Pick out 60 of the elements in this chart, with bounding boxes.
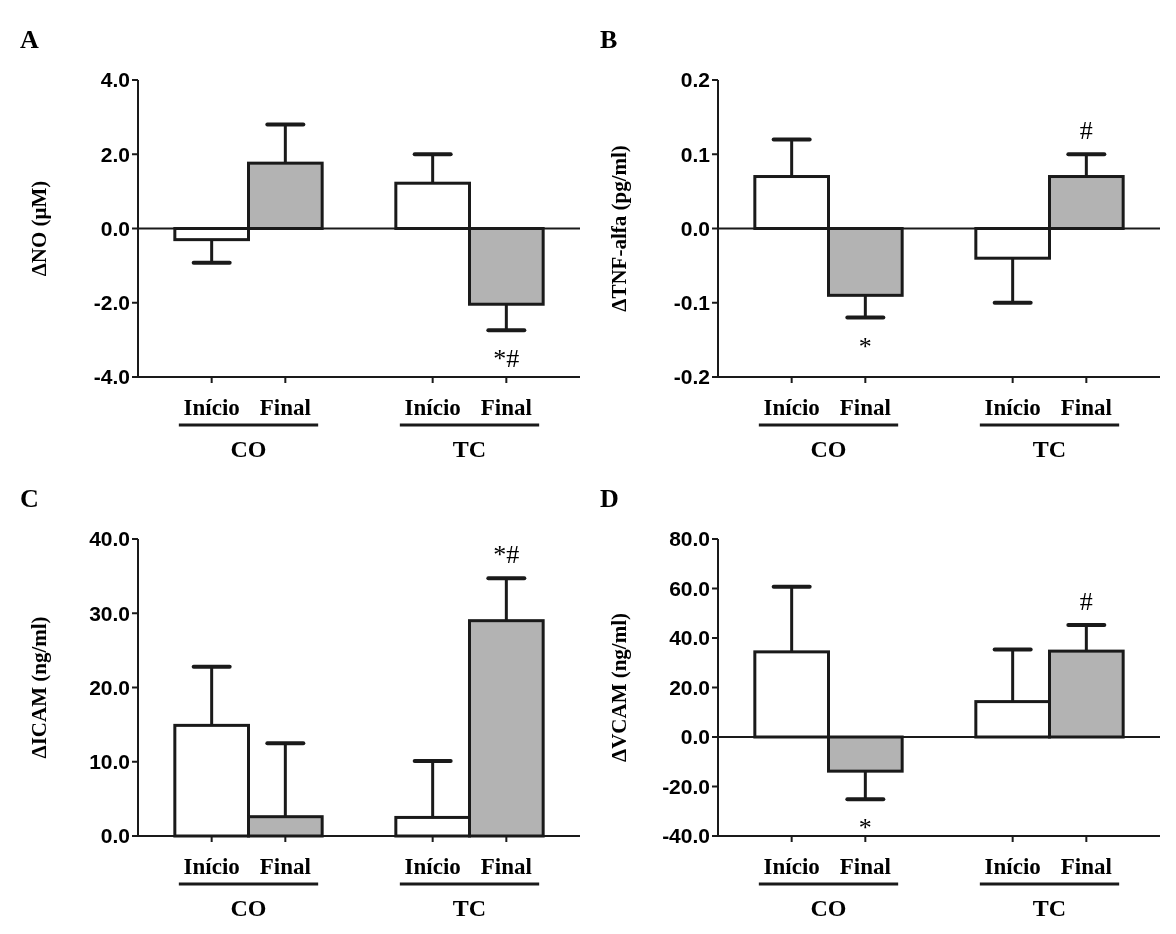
data-label: *# — [493, 344, 520, 374]
x-tick-label: Início — [404, 395, 461, 420]
y-tick-label: 60.0 — [669, 576, 710, 600]
data-label: * — [858, 331, 872, 361]
x-tick-label: Início — [404, 854, 461, 879]
x-tick-label: Final — [480, 854, 532, 879]
x-tick-label: Final — [839, 395, 891, 420]
text: CO — [810, 895, 847, 921]
y-tick-label: 80.0 — [669, 527, 710, 551]
chart-title: A — [20, 25, 39, 54]
data-label: *# — [493, 540, 520, 570]
y-axis-title: ΔTNF-alfa (pg/ml) — [607, 145, 631, 312]
y-axis-title: ΔNO (μM) — [27, 180, 51, 277]
chart-title: B — [600, 25, 618, 54]
x-tick-label: Final — [839, 854, 891, 879]
chart-title: C — [20, 484, 39, 513]
y-tick-label: 0.0 — [680, 216, 710, 240]
y-tick-label: -4.0 — [93, 365, 130, 389]
y-tick-label: 0.1 — [680, 142, 711, 166]
y-tick-label: 10.0 — [89, 750, 130, 774]
chart-title: D — [600, 484, 619, 513]
y-tick-label: 30.0 — [89, 601, 130, 625]
x-tick-label: Final — [259, 395, 311, 420]
y-tick-label: -0.1 — [673, 291, 711, 315]
y-axis-title: ΔVCAM (ng/ml) — [607, 612, 631, 763]
text: TC — [452, 436, 487, 462]
x-tick-label: Final — [480, 395, 532, 420]
y-tick-label: 20.0 — [89, 675, 130, 699]
y-tick-label: 0.0 — [680, 725, 710, 749]
data-label: # — [1079, 116, 1093, 146]
x-tick-label: Final — [1060, 854, 1112, 879]
y-tick-label: -20.0 — [662, 774, 710, 798]
x-tick-label: Início — [183, 854, 240, 879]
y-tick-label: -0.2 — [673, 365, 710, 389]
data-label: * — [858, 813, 872, 843]
y-tick-label: 40.0 — [89, 527, 130, 551]
text: TC — [1032, 895, 1067, 921]
y-tick-label: -40.0 — [662, 824, 710, 848]
text: TC — [452, 895, 487, 921]
x-tick-label: Início — [183, 395, 240, 420]
x-tick-label: Início — [763, 854, 820, 879]
x-tick-label: Início — [984, 854, 1041, 879]
y-tick-label: 0.0 — [100, 824, 130, 848]
x-tick-label: Início — [763, 395, 820, 420]
text: CO — [230, 436, 267, 462]
y-tick-label: 0.0 — [100, 216, 130, 240]
text: TC — [1032, 436, 1067, 462]
y-tick-label: 4.0 — [100, 68, 130, 92]
x-tick-label: Final — [1060, 395, 1112, 420]
x-tick-label: Final — [259, 854, 311, 879]
y-tick-label: 20.0 — [669, 675, 710, 699]
text: CO — [810, 436, 847, 462]
x-tick-label: Início — [984, 395, 1041, 420]
y-tick-label: -2.0 — [93, 291, 130, 315]
y-tick-label: 0.2 — [680, 68, 710, 92]
y-tick-label: 40.0 — [669, 626, 710, 650]
y-axis-title: ΔICAM (ng/ml) — [27, 616, 51, 759]
text: CO — [230, 895, 267, 921]
y-tick-label: 2.0 — [100, 142, 130, 166]
data-label: # — [1079, 586, 1093, 616]
